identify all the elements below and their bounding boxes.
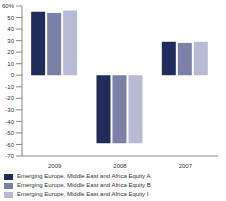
- svg-text:2007: 2007: [179, 163, 193, 169]
- svg-text:50: 50: [8, 15, 15, 21]
- svg-text:10: 10: [8, 61, 15, 67]
- svg-text:30: 30: [8, 38, 15, 44]
- html-text:Emerging Europe, Middle East a: Emerging Europe, Middle East and Africa …: [17, 182, 151, 188]
- svg-text:-70: -70: [8, 153, 15, 159]
- svg-text:2009: 2009: [48, 163, 62, 169]
- svg-text:-30: -30: [8, 107, 15, 113]
- html-text:Emerging Europe, Middle East a: Emerging Europe, Middle East and Africa …: [17, 173, 151, 179]
- svg-text:-20: -20: [8, 95, 15, 101]
- svg-text:60%: 60%: [8, 3, 15, 9]
- svg-text:2008: 2008: [113, 163, 127, 169]
- svg-text:20: 20: [8, 49, 15, 55]
- svg-text:40: 40: [8, 26, 15, 32]
- svg-text:0: 0: [11, 72, 15, 78]
- svg-text:-40: -40: [8, 119, 15, 125]
- svg-text:-50: -50: [8, 130, 15, 136]
- svg-text:-60: -60: [8, 142, 15, 148]
- svg-text:-10: -10: [8, 84, 15, 90]
- html-text:Emerging Europe, Middle East a: Emerging Europe, Middle East and Africa …: [17, 191, 149, 197]
